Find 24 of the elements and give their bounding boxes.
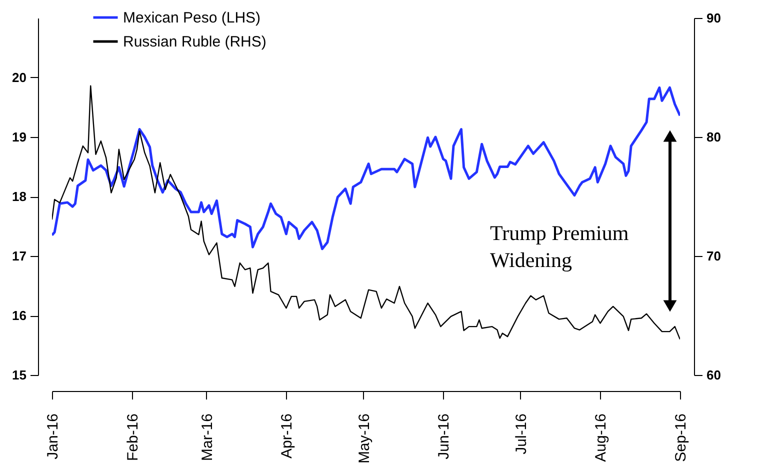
y-tick-label: 16: [12, 308, 26, 323]
line-series: [52, 86, 680, 250]
x-tick-label: Sep-16: [672, 414, 690, 462]
x-tick-label: Apr-16: [278, 414, 296, 459]
x-tick-label: Aug-16: [592, 414, 610, 462]
x-tick-label: Jul-16: [512, 414, 530, 454]
x-tick-label: Jun-16: [436, 414, 453, 460]
legend-label: Russian Ruble (RHS): [123, 34, 266, 50]
x-tick-label: Mar-16: [198, 414, 216, 462]
x-tick-label: Jan-16: [44, 414, 62, 460]
y2-tick-label: 90: [706, 10, 721, 26]
line-series: [52, 85, 680, 340]
legend-label: Mexican Peso (LHS): [123, 10, 261, 26]
y-tick-label: 18: [12, 189, 26, 204]
annotation: Trump Premium Widening: [490, 221, 629, 272]
y-tick-label: 15: [12, 368, 26, 382]
x-tick-label: May-16: [356, 414, 373, 464]
y-tick-label: 20: [12, 70, 26, 85]
y2-tick-label: 60: [706, 368, 721, 382]
x-tick-label: Feb-16: [124, 414, 142, 462]
y-tick-label: 17: [12, 248, 26, 264]
y-tick-label: 19: [12, 130, 26, 144]
y2-tick-label: 80: [706, 130, 721, 144]
y2-tick-label: 70: [706, 248, 721, 264]
